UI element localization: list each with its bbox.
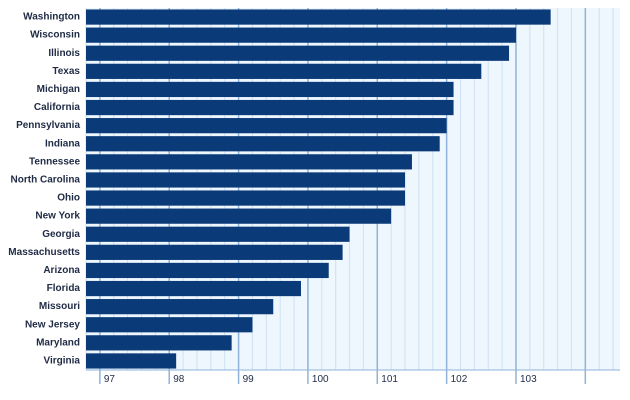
bar bbox=[86, 226, 350, 242]
category-label: Florida bbox=[47, 283, 81, 294]
category-label: Maryland bbox=[36, 337, 80, 348]
bar bbox=[86, 353, 177, 369]
category-label: Georgia bbox=[42, 229, 80, 240]
x-tick-label: 98 bbox=[173, 374, 185, 385]
bar bbox=[86, 190, 406, 206]
bar bbox=[86, 9, 551, 25]
category-label: Tennessee bbox=[29, 156, 80, 167]
bar bbox=[86, 280, 301, 297]
bar bbox=[86, 262, 329, 279]
bar bbox=[86, 317, 253, 333]
bar bbox=[86, 172, 406, 188]
category-label: Arizona bbox=[43, 265, 80, 276]
category-label: Virginia bbox=[44, 355, 81, 366]
x-tick-labels: 97 98 99 100 101 102 103 bbox=[104, 374, 537, 385]
category-label: New York bbox=[35, 211, 80, 222]
x-tick-label: 101 bbox=[381, 374, 398, 385]
category-label: Michigan bbox=[37, 84, 80, 95]
category-label: Washington bbox=[23, 12, 80, 23]
bar bbox=[86, 136, 440, 152]
bar bbox=[86, 45, 510, 61]
bar bbox=[86, 27, 516, 43]
bar bbox=[86, 154, 412, 170]
category-label: California bbox=[34, 102, 81, 113]
category-label: Wisconsin bbox=[30, 30, 80, 41]
x-tick-label: 99 bbox=[243, 374, 255, 385]
category-label: Ohio bbox=[57, 193, 80, 204]
plot-background bbox=[86, 8, 620, 370]
bar bbox=[86, 244, 343, 260]
x-tick-label: 100 bbox=[312, 374, 329, 385]
x-tick-label: 102 bbox=[451, 374, 468, 385]
category-label: New Jersey bbox=[25, 319, 80, 330]
category-label: Missouri bbox=[39, 301, 80, 312]
x-tick-label: 97 bbox=[104, 374, 116, 385]
bar bbox=[86, 81, 454, 98]
category-label: Texas bbox=[52, 66, 80, 77]
bar bbox=[86, 118, 447, 134]
bar bbox=[86, 299, 274, 315]
category-labels: Washington Wisconsin Illinois Texas Michigan… bbox=[8, 12, 80, 367]
category-label: Massachusetts bbox=[8, 247, 80, 258]
category-label: North Carolina bbox=[11, 174, 81, 185]
category-label: Illinois bbox=[48, 48, 80, 59]
x-tick-label: 103 bbox=[520, 374, 537, 385]
bar bbox=[86, 99, 454, 116]
bar bbox=[86, 208, 392, 224]
bars bbox=[86, 9, 551, 369]
category-label: Indiana bbox=[45, 138, 80, 149]
bar bbox=[86, 63, 482, 79]
category-label: Pennsylvania bbox=[16, 120, 80, 131]
bar bbox=[86, 335, 232, 351]
